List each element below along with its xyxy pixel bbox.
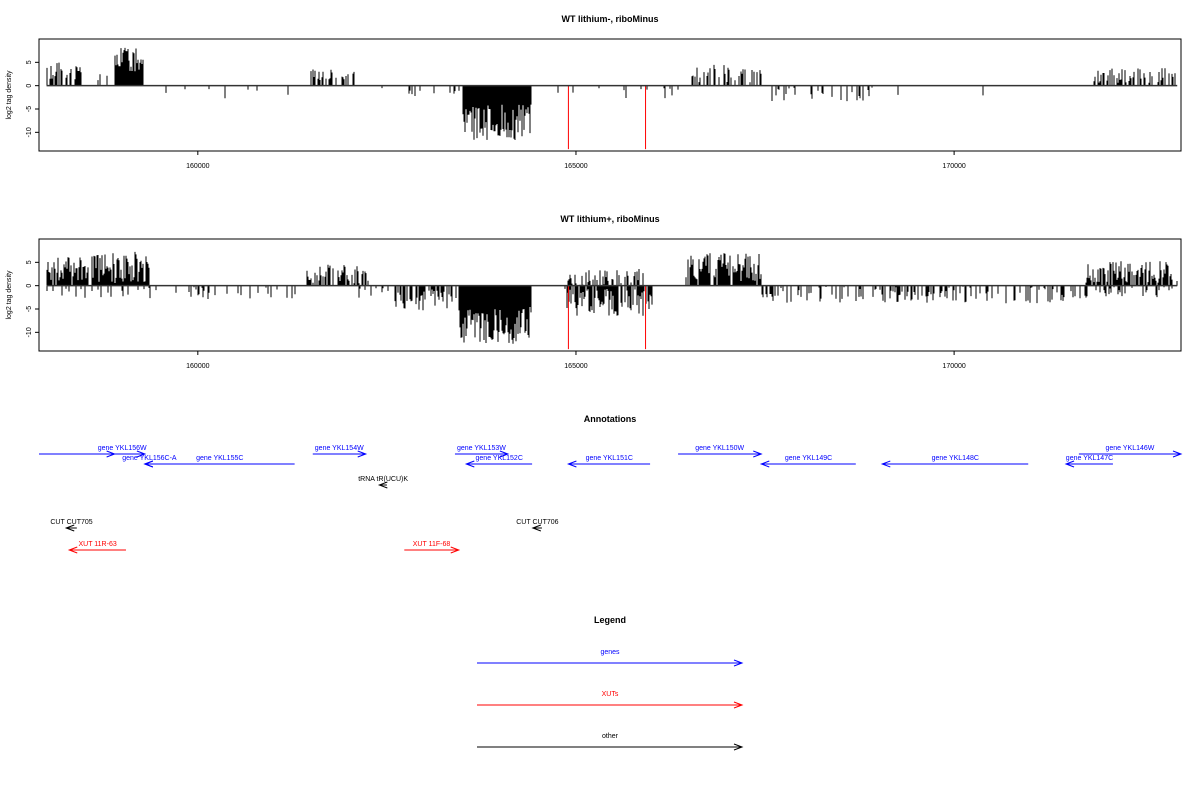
- legend-arrow: [477, 701, 744, 709]
- feature-label: gene YKL153W: [457, 445, 506, 452]
- panel-1-markers: [567, 85, 647, 150]
- panel-1-forward-strand-bars: [46, 47, 1176, 86]
- panel-2-title: WT lithium+, riboMinus: [560, 214, 659, 224]
- feature-arrow: [464, 460, 533, 468]
- feature-arrow: [880, 460, 1029, 468]
- track-panel-2: WT lithium+, riboMinus -10 -5 0 5 160000 165…: [6, 214, 1182, 370]
- panel-2-bars: [46, 251, 1178, 344]
- feature-label: gene YKL150W: [695, 445, 744, 452]
- panel-2-y-tick-label: -10: [26, 327, 33, 337]
- panel-1-reverse-strand-bars: [165, 85, 984, 140]
- feature-arrow: [143, 460, 295, 468]
- annotation-features: gene YKL156W gene YKL156C-A gene YKL155C ge…: [39, 445, 1183, 554]
- panel-1-bars: [46, 47, 1176, 140]
- feature-label: gene YKL154W: [315, 445, 364, 452]
- feature-arrow: [1078, 450, 1183, 458]
- panel-2-reverse-strand-bars: [46, 285, 1173, 344]
- feature-arrow: [1064, 460, 1113, 468]
- legend-label: genes: [600, 649, 620, 656]
- feature-label: XUT 11R-63: [78, 541, 116, 548]
- feature-label: gene YKL147C: [1066, 455, 1113, 462]
- feature-arrow: [566, 460, 651, 468]
- panel-2-y-axis: -10 -5 0 5: [26, 260, 39, 337]
- feature-arrow: [64, 524, 77, 532]
- feature-arrow: [531, 524, 542, 532]
- track-panel-1: WT lithium-, riboMinus -10 -5 0 5 160000 165…: [6, 14, 1182, 170]
- legend-label: other: [602, 733, 619, 740]
- feature-arrow: [404, 546, 461, 554]
- panel-1-frame: [38, 38, 1182, 152]
- feature-label: gene YKL149C: [785, 455, 832, 462]
- feature-arrow: [377, 481, 388, 489]
- feature-label: gene YKL155C: [196, 455, 243, 462]
- panel-1-y-axis: -10 -5 0 5: [26, 60, 39, 137]
- feature-label: gene YKL146W: [1105, 445, 1154, 452]
- feature-label: tRNA tR(UCU)K: [358, 476, 408, 483]
- feature-arrow: [454, 450, 510, 458]
- feature-label: gene YKL151C: [586, 455, 633, 462]
- feature-label: XUT 11F-68: [413, 541, 451, 548]
- panel-1-y-tick-label: -10: [26, 127, 33, 137]
- panel-1-x-tick-label: 165000: [564, 163, 587, 170]
- panel-1-title: WT lithium-, riboMinus: [562, 14, 659, 24]
- panel-2-y-tick-label: -5: [26, 306, 33, 312]
- feature-arrow: [312, 450, 368, 458]
- panel-1-y-tick-label: 0: [26, 84, 33, 88]
- panel-2-frame: [38, 238, 1182, 352]
- feature-arrow: [759, 460, 856, 468]
- feature-arrow: [99, 450, 147, 458]
- feature-label: CUT CUT705: [50, 519, 92, 526]
- panel-1-y-tick-label: -5: [26, 106, 33, 112]
- panel-2-x-tick-label: 170000: [942, 363, 965, 370]
- feature-label: gene YKL148C: [932, 455, 979, 462]
- annotations-title: Annotations: [584, 414, 637, 424]
- panel-2-x-tick-label: 160000: [186, 363, 209, 370]
- feature-label: gene YKL156C-A: [122, 455, 177, 462]
- panel-1-x-axis: 160000 165000 170000: [186, 151, 966, 170]
- panel-2-y-tick-label: 0: [26, 284, 33, 288]
- legend-arrow: [477, 659, 744, 667]
- panel-1-y-label: log2 tag density: [6, 70, 13, 120]
- legend-title: Legend: [594, 615, 626, 625]
- panel-2-y-tick-label: 5: [26, 260, 33, 264]
- feature-label: gene YKL152C: [476, 455, 523, 462]
- panel-2-forward-strand-bars: [46, 251, 1178, 286]
- legend-arrow: [477, 743, 744, 751]
- panel-2-x-axis: 160000 165000 170000: [186, 351, 966, 370]
- feature-arrow: [678, 450, 763, 458]
- panel-1-x-tick-label: 160000: [186, 163, 209, 170]
- legend: Legend genes XUTs other: [477, 615, 744, 751]
- panel-2-markers: [567, 285, 647, 350]
- panel-1-y-tick-label: 5: [26, 60, 33, 64]
- legend-label: XUTs: [602, 691, 619, 698]
- panel-2-x-tick-label: 165000: [564, 363, 587, 370]
- panel-1-x-tick-label: 170000: [942, 163, 965, 170]
- legend-items: genes XUTs other: [477, 649, 744, 751]
- feature-arrow: [67, 546, 126, 554]
- feature-label: CUT CUT706: [516, 519, 558, 526]
- panel-2-y-label: log2 tag density: [6, 270, 13, 320]
- feature-label: gene YKL156W: [98, 445, 147, 452]
